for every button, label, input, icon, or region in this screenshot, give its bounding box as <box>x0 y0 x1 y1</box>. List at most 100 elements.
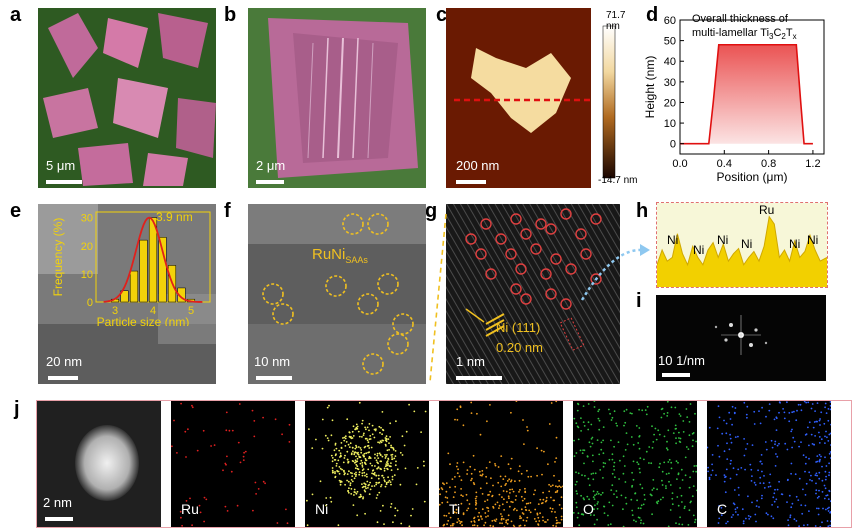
eds-dot <box>593 498 596 500</box>
eds-dot <box>446 501 449 504</box>
eds-dot <box>804 462 807 465</box>
eds-dot <box>613 465 615 468</box>
eds-dot <box>625 408 628 411</box>
eds-dot <box>675 437 677 439</box>
eds-dot <box>224 462 227 465</box>
eds-dot <box>791 411 794 414</box>
eds-dot <box>378 442 381 444</box>
eds-dot <box>630 498 633 501</box>
eds-dot <box>505 519 508 522</box>
eds-dot <box>689 501 692 504</box>
hist-bar <box>177 287 186 303</box>
eds-dot <box>244 450 247 453</box>
eds-dot <box>522 519 525 522</box>
eds-dot <box>541 502 544 504</box>
eds-dot <box>575 490 578 492</box>
eds-dot <box>765 512 768 515</box>
eds-dot <box>575 501 578 504</box>
eds-dot <box>818 436 821 438</box>
eds-dot <box>513 507 516 510</box>
eds-map-c: C <box>707 401 831 527</box>
eds-dot <box>597 410 600 413</box>
eds-dot <box>500 518 503 521</box>
eds-dot <box>723 474 726 476</box>
eds-dot <box>408 525 411 527</box>
eds-dot <box>813 443 815 446</box>
eds-dot <box>828 462 830 465</box>
eds-dot <box>549 507 552 510</box>
hist-bar <box>120 290 129 303</box>
eds-dot <box>527 475 530 478</box>
eds-dot <box>382 476 385 479</box>
eds-dot <box>638 467 641 470</box>
eds-dot <box>820 438 823 441</box>
panel-d-height-profile: 0.0 0.4 0.8 1.2 0 10 20 30 40 50 60 Position (μm) He… <box>644 4 850 200</box>
eds-dot <box>667 429 670 432</box>
x-tick-label: 0.4 <box>717 158 732 170</box>
eds-dot <box>354 428 356 431</box>
eds-dot <box>661 484 664 486</box>
x-tick-label: 3 <box>112 305 118 317</box>
eds-dot <box>553 474 555 477</box>
eds-dot <box>679 415 682 417</box>
eds-dot <box>684 456 687 459</box>
x-tick-label: 0.8 <box>761 158 776 170</box>
eds-dot <box>369 481 371 484</box>
eds-dot <box>384 480 386 483</box>
eds-dot <box>632 443 635 446</box>
eds-dot <box>388 479 391 482</box>
eds-dot <box>502 490 505 492</box>
eds-dot <box>375 483 378 486</box>
eds-dot <box>343 439 346 442</box>
eds-dot <box>392 448 395 451</box>
saas-sub: SAAs <box>345 255 368 265</box>
eds-dot <box>375 481 378 484</box>
eds-dot <box>469 465 472 468</box>
eds-dot <box>644 498 646 501</box>
eds-dot <box>524 506 527 508</box>
eds-dot <box>456 408 459 411</box>
eds-dot <box>441 501 444 504</box>
eds-dot <box>338 449 341 452</box>
eds-dot <box>394 514 396 517</box>
eds-dot <box>454 476 456 478</box>
eds-dot <box>634 492 636 495</box>
eds-dot <box>645 413 648 416</box>
eds-dot <box>222 469 224 472</box>
eds-dot <box>523 497 526 500</box>
eds-dot <box>340 480 342 482</box>
eds-dot <box>536 474 538 477</box>
eds-dot <box>361 436 363 438</box>
eds-dot <box>478 518 480 521</box>
eds-dot <box>661 470 664 473</box>
eds-dot <box>758 506 760 508</box>
eds-dot <box>788 494 791 497</box>
gaussian-fit <box>103 216 203 303</box>
eds-dot <box>642 503 645 506</box>
eds-dot <box>753 410 756 413</box>
eds-dot <box>505 482 507 485</box>
eds-dot <box>678 437 680 439</box>
eds-dot <box>582 449 584 451</box>
eds-dot <box>380 485 382 488</box>
eds-dot <box>723 480 726 483</box>
eds-dot <box>609 412 611 415</box>
eds-dot <box>405 430 408 433</box>
eds-dot <box>389 465 391 468</box>
eds-dot <box>390 503 393 505</box>
eds-dot <box>377 441 379 444</box>
eds-dot <box>496 501 499 504</box>
eds-dot <box>385 438 388 441</box>
eds-dot <box>399 483 402 486</box>
eds-dot <box>790 472 792 475</box>
eds-dot <box>734 511 737 513</box>
eds-dot <box>385 463 388 465</box>
eds-dot <box>346 458 349 461</box>
eds-dot <box>460 488 462 490</box>
eds-dot <box>592 496 595 499</box>
eds-dot <box>515 401 518 402</box>
line-scan-line <box>657 215 827 267</box>
eds-dot <box>656 488 658 491</box>
eds-dot <box>423 500 426 503</box>
eds-dot <box>773 492 776 495</box>
